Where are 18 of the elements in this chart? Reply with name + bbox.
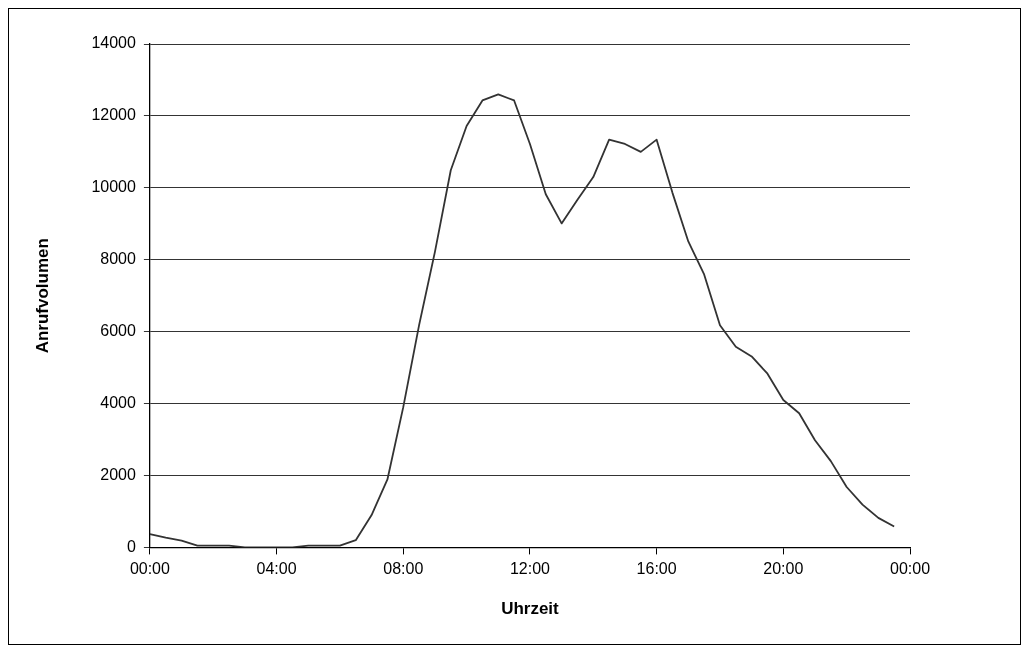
y-tick-label: 2000: [100, 465, 136, 483]
y-tick-label: 8000: [100, 250, 136, 268]
x-tick-label: 16:00: [636, 560, 677, 578]
y-tick-label: 0: [126, 537, 136, 555]
x-tick-label: 04:00: [256, 560, 297, 578]
y-tick-label: 6000: [100, 322, 136, 340]
x-tick-label: 12:00: [509, 560, 551, 578]
y-tick-label: 14000: [91, 34, 136, 52]
x-tick-label: 20:00: [763, 560, 804, 578]
x-axis-title: Uhrzeit: [501, 599, 560, 619]
chart-frame: Uhrzeit Anrufvolumen 00:00 04:00 08:00 12:00 16:00 20:00 00:00 0 2000 4000 6000 8000 10000 12000 14000: [8, 8, 1021, 645]
x-tick-label: 00:00: [129, 560, 171, 578]
x-tick-label: 00:00: [889, 560, 931, 578]
y-tick-label: 12000: [91, 106, 136, 124]
y-axis-title: Anrufvolumen: [32, 238, 52, 354]
y-tick-label: 10000: [91, 178, 136, 196]
y-tick-label: 4000: [100, 393, 136, 411]
x-tick-label: 08:00: [383, 560, 424, 578]
